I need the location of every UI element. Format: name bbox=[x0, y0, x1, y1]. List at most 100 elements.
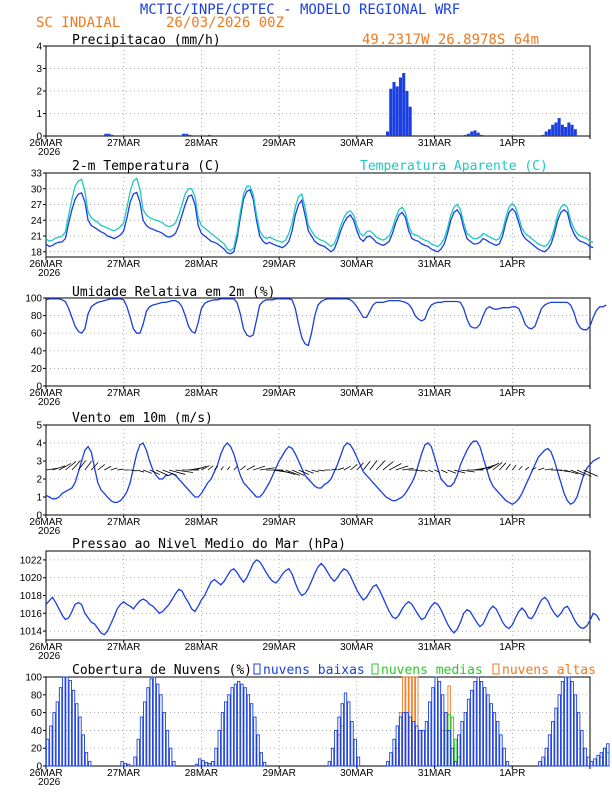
cloud-bar-nuvens-baixas bbox=[168, 747, 173, 767]
y-tick-label: 80 bbox=[31, 690, 43, 701]
precip-bar bbox=[564, 127, 568, 136]
x-tick-label: 27MAR bbox=[107, 768, 140, 779]
x-tick-label: 31MAR bbox=[418, 259, 451, 270]
cloud-bar-nuvens-baixas bbox=[327, 761, 332, 767]
cloud-bar-nuvens-baixas bbox=[496, 721, 500, 767]
x-year-label: 2026 bbox=[38, 268, 61, 279]
wind-arrow bbox=[317, 469, 325, 472]
x-tick-label: 1APR bbox=[499, 517, 525, 528]
cloud-bar-nuvens-baixas bbox=[211, 761, 215, 767]
wind-arrow bbox=[227, 466, 231, 471]
precip-bar bbox=[398, 77, 402, 136]
wind-arrow bbox=[168, 469, 186, 475]
cloud-bar-nuvens-baixas bbox=[243, 687, 247, 767]
panel-frame bbox=[45, 172, 591, 258]
wind-arrow bbox=[84, 461, 92, 471]
cloud-bar-nuvens-baixas bbox=[52, 712, 56, 767]
x-tick-label: 26MAR bbox=[29, 642, 62, 653]
wind-arrow bbox=[207, 465, 214, 471]
cloud-bar-nuvens-baixas bbox=[551, 721, 555, 767]
wind-arrow bbox=[486, 462, 500, 471]
header-coords: 49.2317W 26.8978S 64m bbox=[362, 32, 539, 48]
legend-swatch bbox=[253, 663, 261, 675]
x-tick-label: 27MAR bbox=[107, 138, 140, 149]
x-tick-label: 31MAR bbox=[418, 768, 451, 779]
cloud-bar-nuvens-baixas bbox=[453, 761, 458, 767]
cloud-bar-nuvens-baixas bbox=[340, 703, 344, 767]
precip-bar bbox=[547, 129, 551, 136]
cloud-bar-nuvens-baixas bbox=[236, 681, 241, 767]
cloud-bar-nuvens-baixas bbox=[165, 729, 170, 767]
x-tick-label: 28MAR bbox=[185, 259, 218, 270]
x-tick-label: 29MAR bbox=[262, 768, 295, 779]
cloud-bar-nuvens-baixas bbox=[356, 756, 361, 767]
cloud-bar-nuvens-baixas bbox=[483, 687, 487, 767]
cloud-bar-nuvens-baixas bbox=[557, 694, 561, 767]
wind-arrow bbox=[460, 469, 475, 473]
legend-label: nuvens medias bbox=[381, 663, 483, 678]
wind-arrow bbox=[201, 465, 210, 471]
x-tick-label: 1APR bbox=[499, 388, 525, 399]
wind-arrow bbox=[91, 462, 99, 471]
wind-arrow bbox=[518, 465, 523, 471]
legend-swatch bbox=[371, 663, 379, 675]
cloud-bar-nuvens-baixas bbox=[576, 712, 581, 767]
precip-bar bbox=[207, 134, 211, 136]
wind-arrow bbox=[71, 460, 81, 471]
cloud-bar-nuvens-baixas bbox=[408, 716, 412, 767]
wind-arrow bbox=[279, 469, 296, 475]
panel-3: 0 1 2 3 4 5 26MAR 27MAR 28MAR 29MAR 30MAR 31MAR 1APR… bbox=[29, 411, 601, 537]
precip-bar bbox=[110, 134, 114, 136]
x-tick-label: 1APR bbox=[499, 642, 525, 653]
cloud-bar-nuvens-baixas bbox=[330, 747, 335, 767]
cloud-bar-nuvens-baixas bbox=[547, 734, 552, 767]
precip-bar bbox=[544, 131, 548, 136]
y-tick-label: 30 bbox=[31, 184, 43, 195]
x-tick-label: 30MAR bbox=[340, 768, 373, 779]
wind-arrow bbox=[395, 465, 409, 471]
legend-label: nuvens altas bbox=[502, 663, 596, 678]
y-tick-label: 1022 bbox=[20, 555, 43, 566]
wind-arrow bbox=[214, 466, 219, 471]
wind-arrow bbox=[363, 460, 371, 471]
cloud-bar-nuvens-baixas bbox=[224, 701, 228, 767]
precip-bar bbox=[557, 118, 561, 136]
wind-arrow bbox=[427, 469, 434, 473]
cloud-bar-nuvens-baixas bbox=[395, 725, 400, 767]
cloud-bar-nuvens-baixas bbox=[227, 694, 231, 767]
y-tick-label: 4 bbox=[36, 439, 42, 450]
cloud-bar-nuvens-baixas bbox=[411, 721, 416, 767]
panel-title: Pressao ao Nivel Medio do Mar (hPa) bbox=[72, 537, 346, 552]
x-tick-label: 30MAR bbox=[340, 259, 373, 270]
panel-title: Umidade Relativa em 2m (%) bbox=[72, 285, 276, 300]
cloud-bar-nuvens-baixas bbox=[499, 734, 503, 767]
wind-arrow bbox=[162, 469, 177, 476]
x-tick-label: 30MAR bbox=[340, 138, 373, 149]
x-tick-label: 26MAR bbox=[29, 388, 62, 399]
cloud-bar-nuvens-baixas bbox=[392, 738, 396, 767]
y-tick-label: 0 bbox=[36, 511, 42, 522]
wind-arrow bbox=[240, 465, 246, 471]
y-tick-label: 24 bbox=[31, 216, 43, 227]
cloud-bar-nuvens-baixas bbox=[136, 738, 140, 767]
cloud-bar-nuvens-baixas bbox=[71, 689, 76, 767]
wind-arrow bbox=[78, 460, 86, 471]
x-tick-label: 30MAR bbox=[340, 388, 373, 399]
cloud-bar-nuvens-baixas bbox=[123, 762, 128, 767]
y-tick-label: 80 bbox=[31, 311, 43, 322]
cloud-bar-nuvens-baixas bbox=[560, 681, 565, 767]
precip-bar bbox=[405, 91, 409, 136]
wind-arrow bbox=[220, 466, 224, 471]
cloud-bar-nuvens-baixas bbox=[198, 758, 202, 767]
x-tick-label: 27MAR bbox=[107, 642, 140, 653]
x-year-label: 2026 bbox=[38, 147, 61, 158]
series-line-Temperatura bbox=[45, 188, 594, 255]
cloud-bar-nuvens-baixas bbox=[126, 763, 131, 767]
y-tick-label: 20 bbox=[31, 364, 43, 375]
cloud-bar-nuvens-baixas bbox=[431, 687, 435, 767]
y-tick-label: 2 bbox=[36, 475, 42, 486]
cloud-bar-nuvens-baixas bbox=[470, 689, 474, 767]
wind-arrow bbox=[538, 467, 545, 471]
cloud-bar-nuvens-baixas bbox=[541, 756, 545, 767]
